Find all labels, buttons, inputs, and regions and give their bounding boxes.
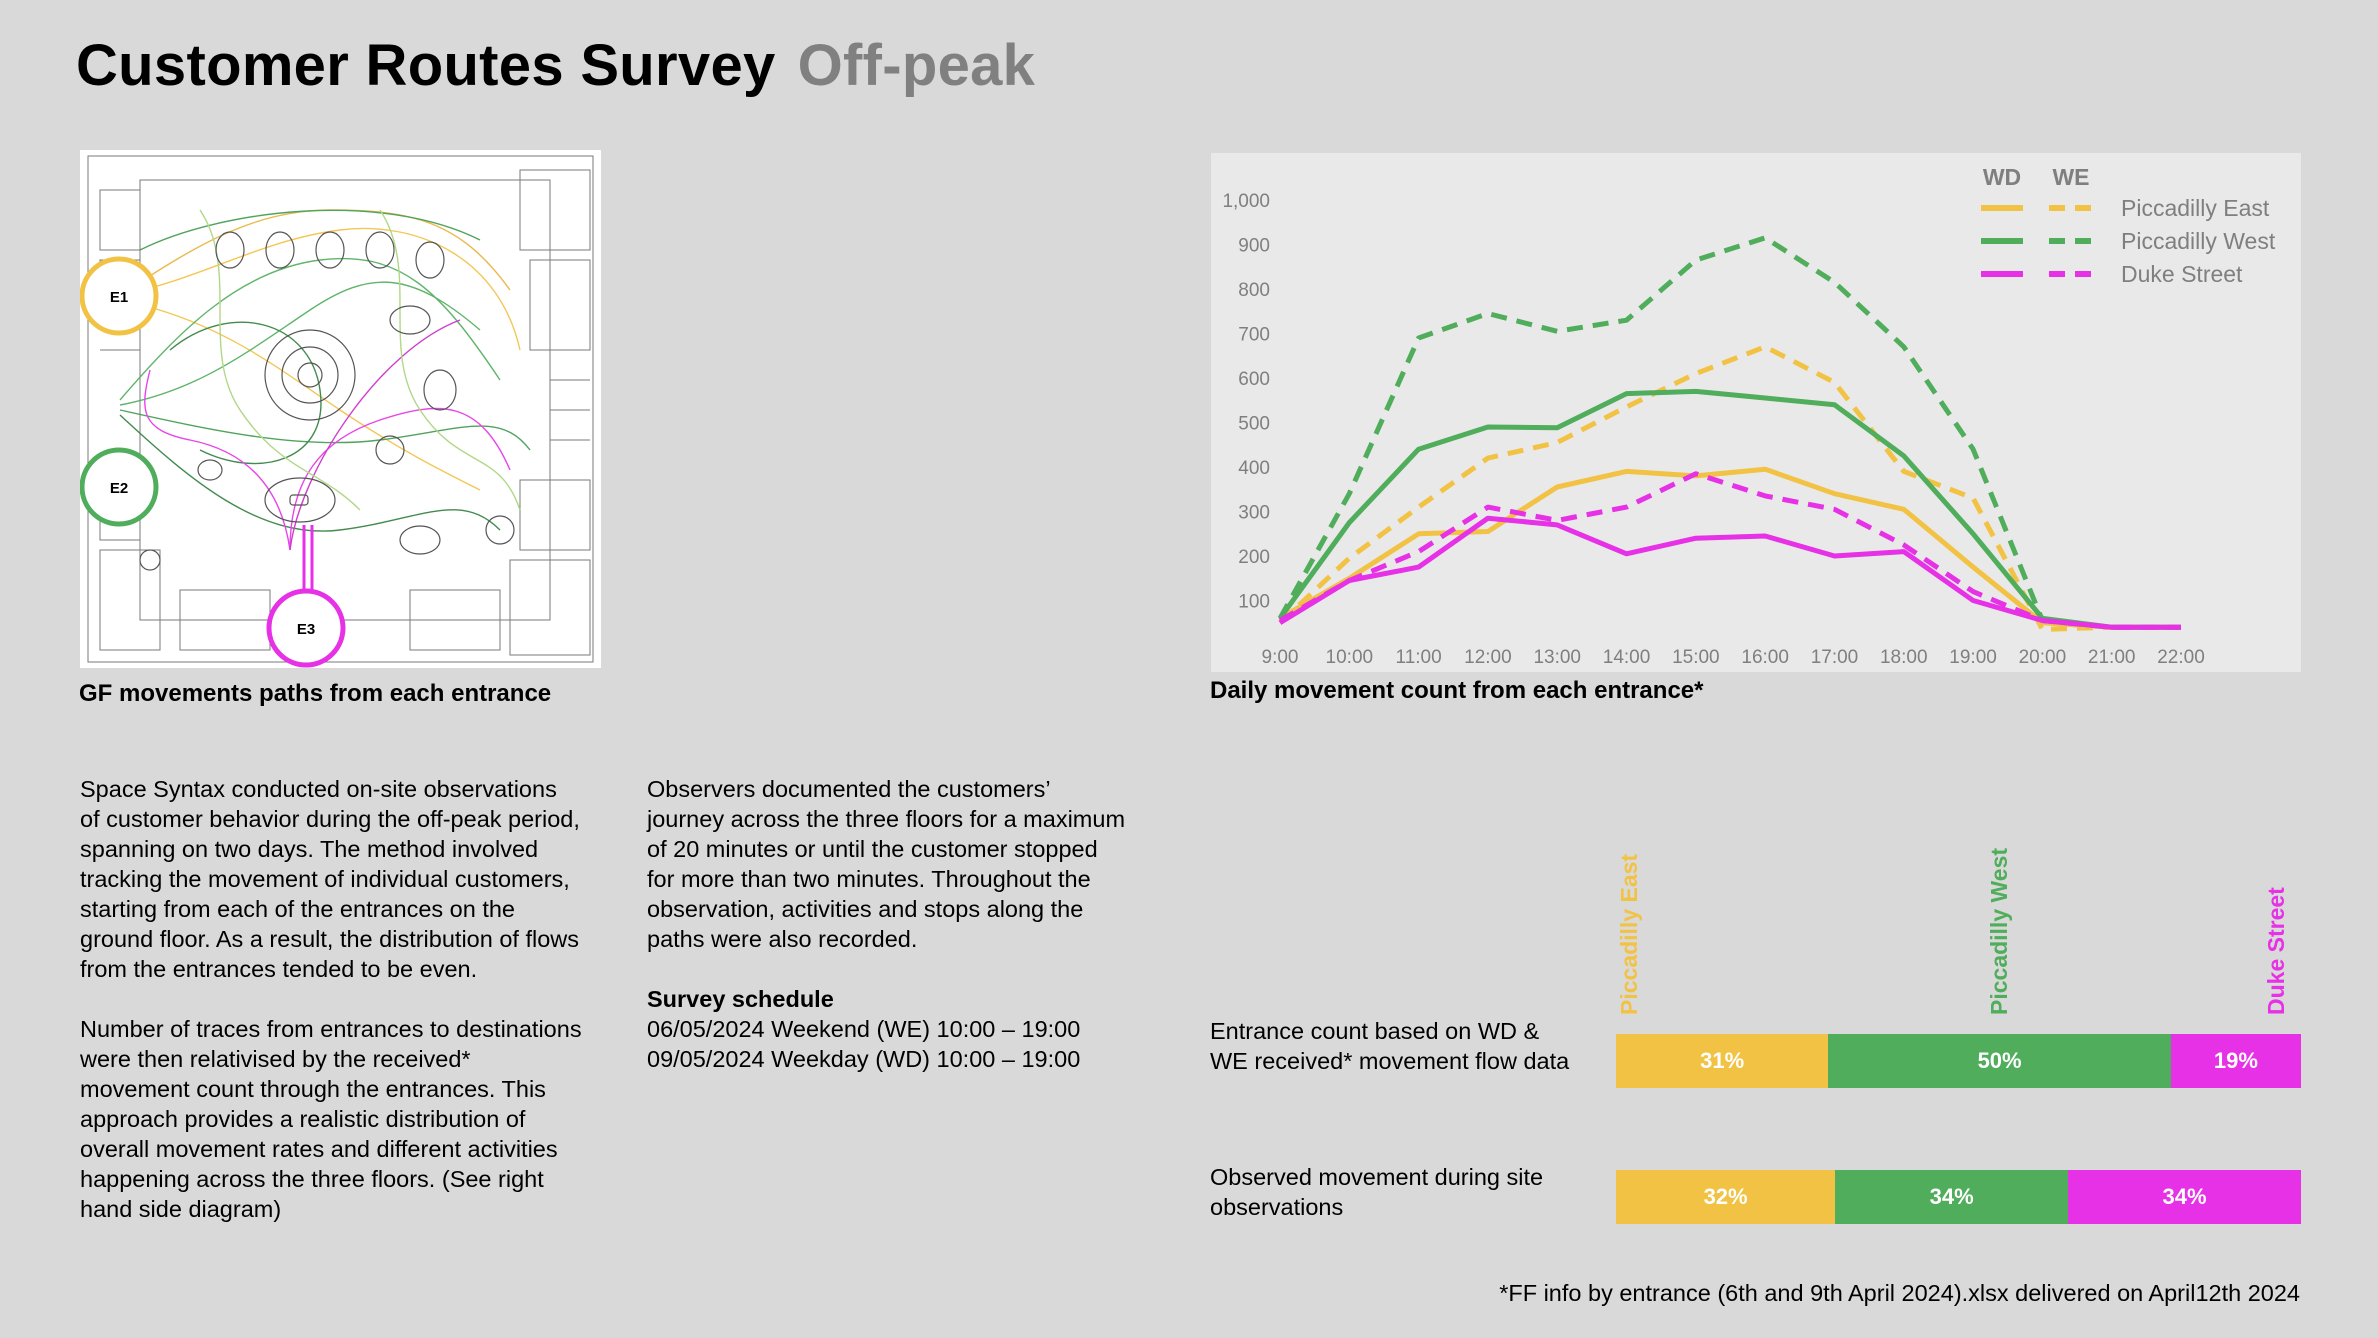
observation-text: Observers documented the customers’ jour…	[647, 774, 1187, 1074]
bar-segment-piccadilly-west: 34%	[1835, 1170, 2069, 1224]
legend-header-wd: WD	[1983, 164, 2021, 190]
entrance-e2: E2	[80, 447, 159, 527]
map-caption: GF movements paths from each entrance	[79, 680, 552, 707]
title-main: Customer Routes Survey	[76, 33, 776, 98]
bar-segment-duke-street: 19%	[2170, 1034, 2301, 1088]
y-tick-label: 200	[1238, 547, 1270, 568]
bar-segment-value-label: 34%	[1929, 1184, 1974, 1209]
bar-segment-value-label: 50%	[1977, 1048, 2022, 1073]
x-tick-label: 20:00	[2019, 647, 2067, 668]
bar-segment-value-label: 32%	[1703, 1184, 1748, 1209]
e3-corridor	[302, 525, 314, 590]
bar-segment-value-label: 19%	[2213, 1048, 2258, 1073]
series-line-piccadilly-east-wd	[1278, 466, 2181, 630]
bar-1-label: Entrance count based on WD & WE received…	[1210, 1018, 1570, 1074]
y-tick-label: 100	[1238, 592, 1270, 613]
x-tick-label: 22:00	[2157, 647, 2205, 668]
bar-segment-piccadilly-east: 31%	[1616, 1034, 1829, 1088]
bar-category-label-piccadilly-west: Piccadilly West	[1986, 847, 2012, 1015]
page-title: Customer Routes Survey Off-peak	[76, 32, 1035, 99]
x-tick-label: 13:00	[1533, 647, 1581, 668]
y-tick-label: 500	[1238, 414, 1270, 435]
series-line-piccadilly-west-wd	[1277, 388, 2181, 630]
paragraph-3: Observers documented the customers’ jour…	[647, 776, 1126, 952]
bar-segment-duke-street: 34%	[2068, 1170, 2301, 1224]
line-chart: 100 200 300 400 500 600 700 800 900 1,000 9:00 10:0…	[1222, 164, 2276, 668]
floor-plan-walls	[87, 155, 594, 663]
x-tick-label: 12:00	[1464, 647, 1512, 668]
x-tick-label: 11:00	[1396, 647, 1442, 668]
method-text: Space Syntax conducted on-site observati…	[80, 774, 640, 1224]
floor-plan-svg: E1 E2 E3	[80, 155, 594, 668]
paragraph-2: Number of traces from entrances to desti…	[80, 1016, 582, 1222]
y-tick-label: 400	[1238, 458, 1270, 479]
line-chart-panel: 100 200 300 400 500 600 700 800 900 1,000 9:00 10:0…	[1211, 153, 2301, 672]
floor-plan-features	[139, 231, 515, 571]
entrance-e3-label: E3	[297, 621, 315, 638]
x-tick-label: 19:00	[1949, 647, 1997, 668]
bar-segment-value-label: 34%	[2162, 1184, 2207, 1209]
series-line-piccadilly-west-we	[1277, 235, 2181, 630]
x-tick-label: 9:00	[1262, 647, 1299, 668]
series-line-piccadilly-east-we	[1278, 344, 2181, 632]
entrance-markers: E1 E2 E3	[80, 256, 346, 668]
bar-2-label: Observed movement during site observatio…	[1210, 1164, 1544, 1220]
y-tick-label: 900	[1238, 236, 1270, 257]
x-tick-label: 16:00	[1741, 647, 1789, 668]
y-tick-label: 1,000	[1222, 191, 1270, 212]
legend-label-piccadilly-east: Piccadilly East	[2121, 195, 2270, 221]
bar-segment-piccadilly-west: 50%	[1828, 1034, 2171, 1088]
x-tick-label: 14:00	[1603, 647, 1651, 668]
x-tick-label: 21:00	[2088, 647, 2136, 668]
y-tick-label: 300	[1238, 503, 1270, 524]
bar-segment-piccadilly-east: 32%	[1616, 1170, 1836, 1224]
schedule-title: Survey schedule	[647, 986, 834, 1012]
y-tick-label: 600	[1238, 369, 1270, 390]
y-tick-label: 700	[1238, 325, 1270, 346]
x-tick-label: 17:00	[1811, 647, 1859, 668]
bar-category-label-piccadilly-east: Piccadilly East	[1616, 853, 1642, 1015]
schedule-lines: 06/05/2024 Weekend (WE) 10:00 – 19:00 09…	[647, 1016, 1081, 1072]
series-line-duke-street-wd	[1278, 515, 2181, 630]
entrance-e1: E1	[80, 256, 159, 336]
movement-traces	[119, 209, 531, 551]
stacked-bar-observed: 32% 34% 34%	[1616, 1170, 2301, 1224]
footnote: *FF info by entrance (6th and 9th April …	[1499, 1280, 2300, 1306]
legend-label-piccadilly-west: Piccadilly West	[2121, 228, 2276, 254]
title-subtitle: Off-peak	[797, 33, 1036, 98]
legend-header-we: WE	[2052, 164, 2089, 190]
entrance-e1-label: E1	[110, 289, 128, 306]
entrance-e2-label: E2	[110, 480, 128, 497]
paragraph-1: Space Syntax conducted on-site observati…	[80, 776, 580, 982]
x-tick-label: 18:00	[1880, 647, 1928, 668]
entrance-e3: E3	[266, 588, 346, 668]
series-line-duke-street-we	[1278, 471, 2181, 630]
floor-plan-map: E1 E2 E3	[80, 150, 601, 668]
line-chart-caption: Daily movement count from each entrance*	[1210, 677, 1704, 704]
x-tick-label: 10:00	[1326, 647, 1374, 668]
x-tick-label: 15:00	[1672, 647, 1720, 668]
bar-category-label-duke-street: Duke Street	[2263, 887, 2289, 1015]
legend-label-duke-street: Duke Street	[2121, 261, 2243, 287]
stacked-bar-received: 31% 50% 19%	[1616, 1034, 2301, 1088]
bar-segment-value-label: 31%	[1700, 1048, 1745, 1073]
y-tick-label: 800	[1238, 280, 1270, 301]
